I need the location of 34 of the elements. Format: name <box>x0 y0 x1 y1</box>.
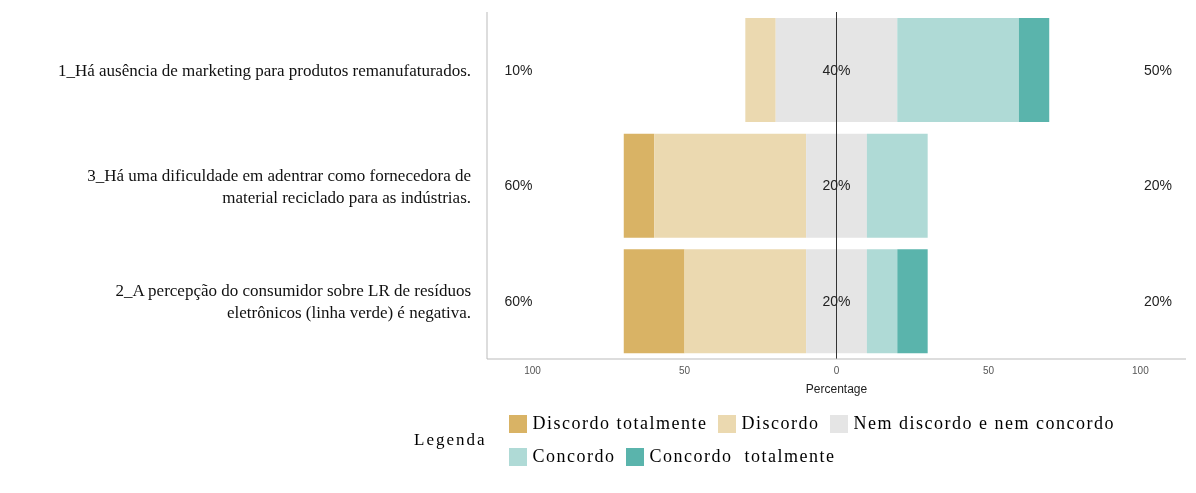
bar <box>1018 18 1050 122</box>
y-tick-label: 1_Há ausência de marketing para produtos remanufaturados. <box>57 60 471 80</box>
legend-label: Discordo totalmente <box>532 413 708 434</box>
x-tick-label: 50 <box>678 365 691 377</box>
annotation: 10% <box>504 61 533 78</box>
x-tick-label: 100 <box>524 365 542 377</box>
bar <box>623 249 685 354</box>
x-tick-label: 50 <box>982 365 995 377</box>
bar <box>806 249 867 354</box>
y-tick-label: 3_Há uma dificuldade em adentrar como fornecedora de material reciclado para as indústrias. <box>87 165 471 206</box>
bar <box>623 133 655 238</box>
annotation: 60% <box>504 177 533 194</box>
bar <box>775 18 898 122</box>
y-tick-label: 2_A percepção do consumidor sobre LR de resíduos eletrônicos (linha verde) é negativa. <box>115 280 471 322</box>
bar <box>654 133 807 238</box>
bar <box>745 18 776 122</box>
x-tick-label: 0 <box>833 365 840 377</box>
bar <box>897 249 928 354</box>
bar <box>806 133 867 238</box>
bar <box>684 249 807 354</box>
annotation: 20% <box>1144 177 1173 194</box>
legend-label: Nem discordo e nem concordo <box>853 413 1115 434</box>
bar <box>897 18 1019 122</box>
bar <box>866 133 928 238</box>
legend-label: Concordo totalmente <box>649 446 836 467</box>
x-axis-title: Percentage <box>805 382 868 396</box>
legend-title: Legenda <box>414 430 487 450</box>
x-tick-label: 100 <box>1132 365 1150 377</box>
bar <box>866 249 898 354</box>
annotation: 20% <box>1144 293 1173 310</box>
annotation: 60% <box>504 293 533 310</box>
legend-label: Discordo <box>741 413 820 434</box>
legend-label: Concordo <box>532 446 616 467</box>
annotation: 50% <box>1144 61 1173 78</box>
